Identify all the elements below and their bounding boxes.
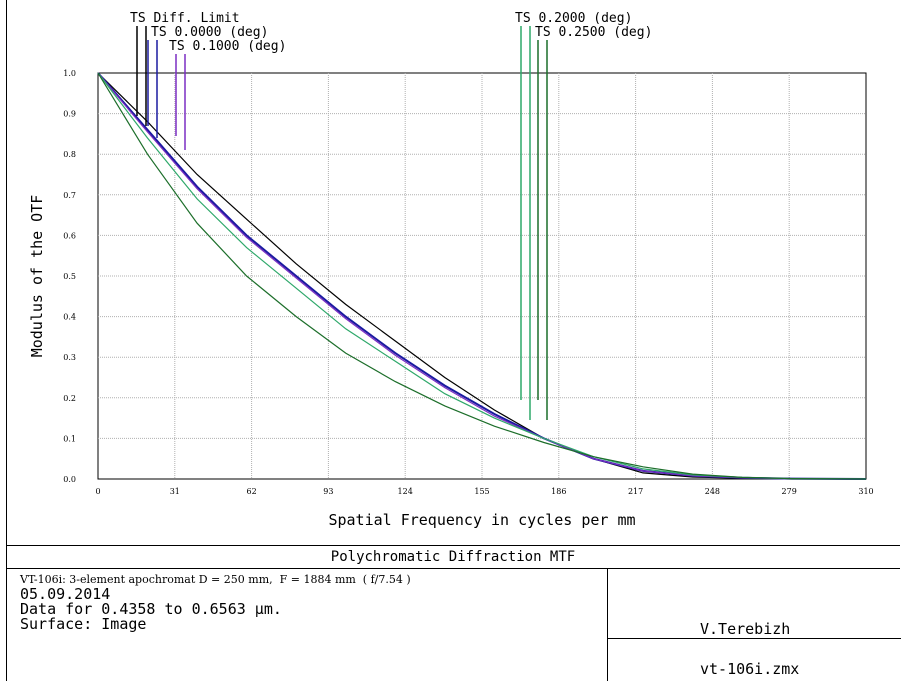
y-tick-label: 0.4 [63, 313, 76, 322]
info-divider-vertical [607, 568, 608, 681]
x-tick-label: 124 [398, 487, 413, 496]
filename-label: vt-106i.zmx [700, 660, 800, 678]
y-tick-label: 0.3 [63, 353, 76, 362]
x-axis-label: Spatial Frequency in cycles per mm [328, 511, 635, 529]
y-tick-label: 0.6 [63, 231, 76, 240]
y-tick-label: 0.5 [63, 272, 76, 281]
author-label: V.Terebizh [700, 620, 791, 638]
x-tick-label: 186 [551, 487, 566, 496]
series-line [97, 72, 867, 480]
x-tick-label: 279 [782, 487, 797, 496]
y-tick-label: 0.9 [63, 110, 76, 119]
info-divider-horizontal [607, 638, 901, 639]
x-tick-label: 0 [95, 487, 100, 496]
chart-title: Polychromatic Diffraction MTF [6, 545, 900, 569]
info-block: VT-106i: 3-element apochromat D = 250 mm… [20, 572, 411, 632]
legend-label: TS 0.2000 (deg) [515, 11, 632, 26]
legend-label: TS 0.1000 (deg) [169, 39, 286, 54]
y-tick-label: 0.0 [63, 475, 76, 484]
legend-label: TS 0.2500 (deg) [535, 25, 652, 40]
x-tick-label: 93 [323, 487, 333, 496]
y-tick-label: 0.7 [63, 191, 76, 200]
series-line [97, 72, 867, 480]
x-tick-label: 217 [628, 487, 643, 496]
info-line-2: 05.09.2014 [20, 585, 111, 603]
y-tick-label: 0.8 [63, 150, 76, 159]
x-tick-label: 62 [247, 487, 257, 496]
legend-label: TS 0.0000 (deg) [151, 25, 268, 40]
mtf-chart: 0 31 62 93 124 155 186 217 248 279 310 0.0 0.1 0.2 0.3… [28, 11, 874, 529]
x-tick-label: 248 [705, 487, 720, 496]
info-line-1: VT-106i: 3-element apochromat D = 250 mm… [20, 573, 411, 586]
info-line-4: Surface: Image [20, 615, 147, 633]
y-tick-label: 0.2 [63, 394, 76, 403]
y-tick-label: 0.1 [63, 434, 76, 443]
legend-label: TS Diff. Limit [130, 11, 240, 26]
x-tick-label: 310 [858, 487, 873, 496]
x-tick-label: 155 [474, 487, 489, 496]
y-axis-label: Modulus of the OTF [28, 195, 46, 358]
chart-frame [6, 0, 901, 681]
x-tick-label: 31 [170, 487, 180, 496]
info-line-3: Data for 0.4358 to 0.6563 µm. [20, 600, 282, 618]
y-tick-label: 1.0 [63, 69, 76, 78]
